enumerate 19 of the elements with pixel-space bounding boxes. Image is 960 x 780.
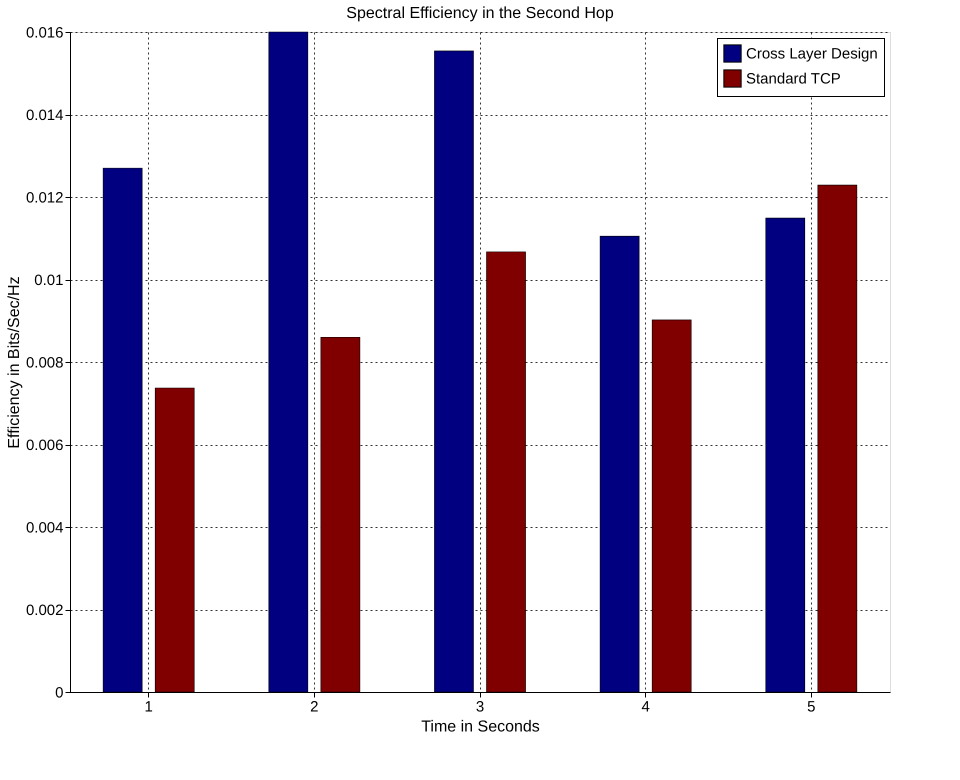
y-tick-label: 0.006	[26, 437, 64, 454]
y-tick-label: 0.012	[26, 190, 64, 206]
y-tick-label: 0	[55, 684, 64, 702]
y-tick-label: 0.014	[26, 107, 64, 124]
legend-label: Standard TCP	[746, 70, 841, 88]
x-tick-label: 1	[144, 698, 153, 716]
legend-label: Cross Layer Design	[746, 46, 878, 62]
chart-title: Spectral Efficiency in the Second Hop	[346, 5, 614, 22]
x-tick-label: 2	[310, 698, 319, 716]
y-tick-label: 0.016	[26, 24, 64, 42]
x-tick-label: 3	[476, 698, 484, 716]
y-tick-label: 0.008	[26, 354, 64, 372]
y-axis-title: Efficiency in Bits/Sec/Hz	[6, 276, 23, 449]
y-tick-label: 0.004	[26, 520, 64, 536]
x-axis-title: Time in Seconds	[421, 718, 540, 736]
x-tick-label: 4	[641, 698, 650, 716]
y-tick-label: 0.002	[26, 602, 64, 619]
x-tick-label: 5	[807, 698, 816, 716]
y-tick-label: 0.01	[34, 272, 64, 289]
